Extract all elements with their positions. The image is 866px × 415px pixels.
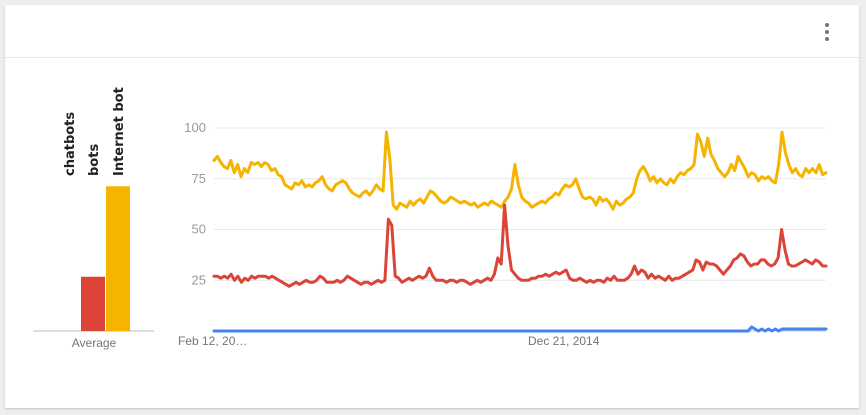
header-divider [5, 57, 859, 58]
x-tick-label: Dec 21, 2014 [528, 334, 600, 348]
series-line-chatbots [212, 325, 828, 333]
x-tick-label: Feb 12, 20… [178, 334, 247, 348]
trends-card [5, 5, 859, 408]
y-tick-label-75: 75 [192, 171, 206, 186]
menu-dot [825, 30, 829, 34]
more-vert-icon[interactable] [821, 21, 833, 43]
average-bar-bots [81, 276, 105, 331]
legend-label-internet-bot: Internet bot [112, 87, 127, 176]
y-tick-label-50: 50 [192, 222, 206, 237]
legend-label-chatbots: chatbots [63, 112, 78, 176]
average-label: Average [72, 336, 117, 350]
average-bar-internet-bot [106, 186, 130, 331]
y-tick-label-25: 25 [192, 272, 206, 287]
menu-dot [825, 23, 829, 27]
series-line-bots [212, 203, 828, 288]
series-line-internet-bot [212, 130, 828, 211]
average-bar-chart: chatbots bots Internet bot Average [33, 87, 154, 350]
legend-label-bots: bots [87, 144, 102, 176]
y-tick-label-100: 100 [184, 120, 206, 135]
line-chart: 25 50 75 100 Feb 12, 20… Dec 21, 2014 [178, 120, 828, 348]
menu-dot [825, 37, 829, 41]
